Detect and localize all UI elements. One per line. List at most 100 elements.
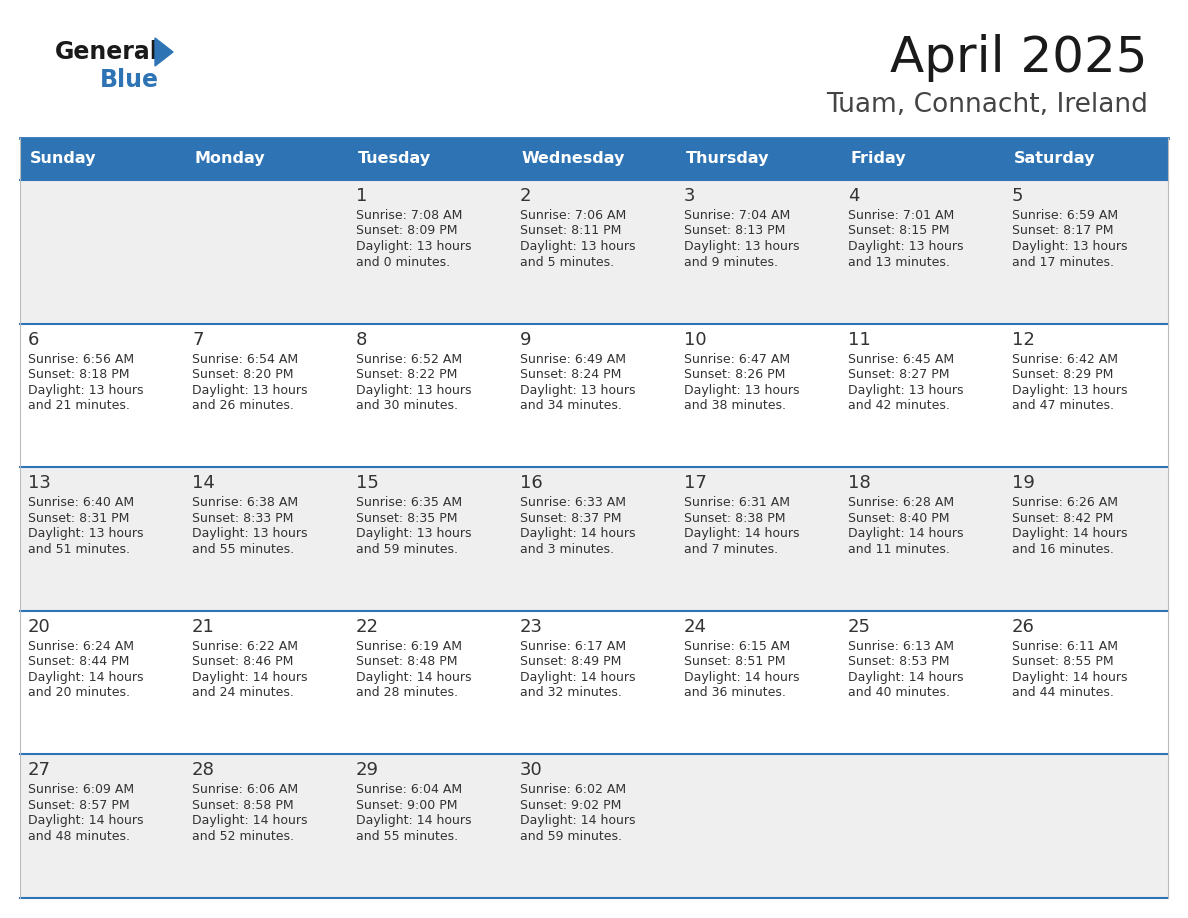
Text: Sunrise: 6:15 AM: Sunrise: 6:15 AM (684, 640, 790, 653)
Text: Sunset: 8:40 PM: Sunset: 8:40 PM (848, 511, 949, 525)
Text: Daylight: 14 hours: Daylight: 14 hours (848, 527, 963, 540)
Text: Daylight: 13 hours: Daylight: 13 hours (848, 240, 963, 253)
Text: Daylight: 13 hours: Daylight: 13 hours (848, 384, 963, 397)
Text: Sunrise: 6:28 AM: Sunrise: 6:28 AM (848, 497, 954, 509)
Bar (840, 180, 1004, 324)
Text: Sunrise: 6:52 AM: Sunrise: 6:52 AM (356, 353, 462, 365)
Text: 21: 21 (192, 618, 215, 636)
Text: 3: 3 (684, 187, 695, 205)
Text: Sunset: 8:42 PM: Sunset: 8:42 PM (1012, 511, 1113, 525)
Text: Sunrise: 6:19 AM: Sunrise: 6:19 AM (356, 640, 462, 653)
Text: 4: 4 (848, 187, 859, 205)
Text: Sunrise: 7:04 AM: Sunrise: 7:04 AM (684, 209, 790, 222)
Text: 26: 26 (1012, 618, 1035, 636)
Text: Daylight: 14 hours: Daylight: 14 hours (29, 814, 144, 827)
Text: 7: 7 (192, 330, 203, 349)
Text: Sunset: 8:09 PM: Sunset: 8:09 PM (356, 225, 457, 238)
Text: Sunrise: 6:17 AM: Sunrise: 6:17 AM (520, 640, 626, 653)
Bar (20, 324, 184, 467)
Text: and 59 minutes.: and 59 minutes. (356, 543, 459, 555)
Text: and 11 minutes.: and 11 minutes. (848, 543, 950, 555)
Bar (676, 755, 840, 898)
Text: 13: 13 (29, 475, 51, 492)
Text: Sunset: 8:31 PM: Sunset: 8:31 PM (29, 511, 129, 525)
Bar (676, 610, 840, 755)
Text: Daylight: 13 hours: Daylight: 13 hours (29, 527, 144, 540)
Bar (348, 138, 512, 180)
Text: Sunset: 8:27 PM: Sunset: 8:27 PM (848, 368, 949, 381)
Text: and 3 minutes.: and 3 minutes. (520, 543, 614, 555)
Text: and 59 minutes.: and 59 minutes. (520, 830, 623, 843)
Text: and 40 minutes.: and 40 minutes. (848, 687, 950, 700)
Text: Sunset: 8:17 PM: Sunset: 8:17 PM (1012, 225, 1113, 238)
Text: 19: 19 (1012, 475, 1035, 492)
Text: and 0 minutes.: and 0 minutes. (356, 255, 450, 268)
Text: and 7 minutes.: and 7 minutes. (684, 543, 778, 555)
Text: and 20 minutes.: and 20 minutes. (29, 687, 129, 700)
Text: Sunrise: 6:33 AM: Sunrise: 6:33 AM (520, 497, 626, 509)
Text: Sunrise: 6:06 AM: Sunrise: 6:06 AM (192, 783, 298, 797)
Text: Sunset: 8:18 PM: Sunset: 8:18 PM (29, 368, 129, 381)
Text: Sunset: 8:24 PM: Sunset: 8:24 PM (520, 368, 621, 381)
Text: Sunset: 8:22 PM: Sunset: 8:22 PM (356, 368, 457, 381)
Text: Sunset: 8:48 PM: Sunset: 8:48 PM (356, 655, 457, 668)
Text: Daylight: 13 hours: Daylight: 13 hours (192, 527, 308, 540)
Text: 5: 5 (1012, 187, 1024, 205)
Bar (840, 467, 1004, 610)
Bar (20, 755, 184, 898)
Bar (348, 755, 512, 898)
Text: Daylight: 13 hours: Daylight: 13 hours (356, 240, 472, 253)
Bar (20, 138, 184, 180)
Text: and 42 minutes.: and 42 minutes. (848, 399, 950, 412)
Text: and 13 minutes.: and 13 minutes. (848, 255, 950, 268)
Text: Sunrise: 6:45 AM: Sunrise: 6:45 AM (848, 353, 954, 365)
Bar (676, 180, 840, 324)
Bar (184, 138, 348, 180)
Bar (1004, 755, 1168, 898)
Text: General: General (55, 40, 159, 64)
Bar (512, 755, 676, 898)
Bar (20, 180, 184, 324)
Text: Sunrise: 6:09 AM: Sunrise: 6:09 AM (29, 783, 134, 797)
Text: Sunset: 8:13 PM: Sunset: 8:13 PM (684, 225, 785, 238)
Text: Sunrise: 6:56 AM: Sunrise: 6:56 AM (29, 353, 134, 365)
Bar (348, 324, 512, 467)
Text: 29: 29 (356, 761, 379, 779)
Bar (840, 755, 1004, 898)
Text: 17: 17 (684, 475, 707, 492)
Text: Sunday: Sunday (30, 151, 96, 166)
Text: Sunset: 8:15 PM: Sunset: 8:15 PM (848, 225, 949, 238)
Text: Sunset: 8:38 PM: Sunset: 8:38 PM (684, 511, 785, 525)
Text: and 21 minutes.: and 21 minutes. (29, 399, 129, 412)
Text: Sunrise: 6:13 AM: Sunrise: 6:13 AM (848, 640, 954, 653)
Bar (184, 180, 348, 324)
Text: Daylight: 13 hours: Daylight: 13 hours (1012, 384, 1127, 397)
Text: Sunset: 8:11 PM: Sunset: 8:11 PM (520, 225, 621, 238)
Text: Sunrise: 6:47 AM: Sunrise: 6:47 AM (684, 353, 790, 365)
Text: Sunrise: 6:42 AM: Sunrise: 6:42 AM (1012, 353, 1118, 365)
Bar (512, 138, 676, 180)
Text: Daylight: 14 hours: Daylight: 14 hours (520, 671, 636, 684)
Text: Daylight: 13 hours: Daylight: 13 hours (684, 240, 800, 253)
Text: and 55 minutes.: and 55 minutes. (356, 830, 459, 843)
Text: 14: 14 (192, 475, 215, 492)
Text: Sunset: 8:49 PM: Sunset: 8:49 PM (520, 655, 621, 668)
Text: 10: 10 (684, 330, 707, 349)
Bar (20, 467, 184, 610)
Text: and 48 minutes.: and 48 minutes. (29, 830, 129, 843)
Bar (840, 138, 1004, 180)
Text: 8: 8 (356, 330, 367, 349)
Text: and 17 minutes.: and 17 minutes. (1012, 255, 1114, 268)
Bar (1004, 138, 1168, 180)
Text: 6: 6 (29, 330, 39, 349)
Text: Sunset: 9:02 PM: Sunset: 9:02 PM (520, 799, 621, 812)
Text: Sunset: 8:58 PM: Sunset: 8:58 PM (192, 799, 293, 812)
Text: 11: 11 (848, 330, 871, 349)
Bar (512, 324, 676, 467)
Text: Sunrise: 7:08 AM: Sunrise: 7:08 AM (356, 209, 462, 222)
Text: Sunset: 8:29 PM: Sunset: 8:29 PM (1012, 368, 1113, 381)
Text: Sunset: 8:55 PM: Sunset: 8:55 PM (1012, 655, 1113, 668)
Bar (184, 324, 348, 467)
Bar (512, 610, 676, 755)
Bar (348, 180, 512, 324)
